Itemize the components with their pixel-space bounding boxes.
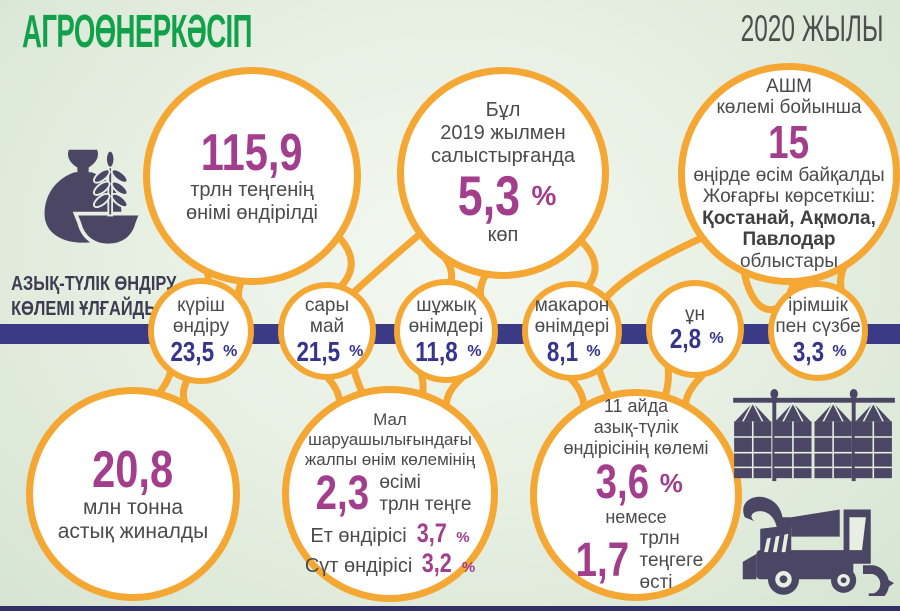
sausage-label2: өнімдері	[408, 316, 484, 337]
regions-line4: Жоғарғы көрсеткіш:	[702, 186, 876, 208]
cheese-label2: пен сүзбе	[775, 316, 861, 337]
bubble-growth-vs-2019: Бұл 2019 жылмен салыстырғанда 5,3 % көп	[397, 67, 609, 279]
growth-caption: көп	[487, 224, 519, 247]
bubble-cheese: ірімшік пен сүзбе 3,3%	[768, 281, 868, 381]
meat-unit: %	[456, 529, 470, 547]
livestock-value-row: 2,3 өсімі трлн теңге	[309, 467, 472, 521]
footer-bar	[0, 606, 900, 611]
left-label-line1: АЗЫҚ-ТҮЛІК ӨНДІРУ	[11, 273, 177, 295]
regions-line2: көлемі бойынша	[716, 97, 862, 119]
grain-line1: млн тонна	[82, 495, 184, 519]
year-label: 2020 ЖЫЛЫ	[741, 8, 884, 49]
rice-unit: %	[223, 342, 238, 360]
bubble-total-production: 115,9 трлн теңгенің өнімі өндірілді	[143, 67, 361, 285]
milk-unit: %	[461, 559, 476, 577]
flour-label1: ұн	[685, 303, 705, 325]
page-title: АГРОӨНЕРКӘСІП	[22, 5, 252, 57]
butter-unit: %	[349, 342, 364, 360]
food-line2: азық-түлік	[593, 417, 679, 438]
sausage-label1: шұжық	[416, 295, 476, 317]
meat-production-row: Ет өндірісі 3,7 %	[310, 520, 469, 548]
growth-line3: салыстырғанда	[430, 145, 576, 167]
milk-label: Сүт өндірісі	[304, 555, 413, 578]
growth-value-row: 5,3 %	[450, 164, 557, 228]
production-line1: трлн теңгенің	[190, 178, 314, 201]
livestock-line2: шаруашылығындағы	[308, 429, 472, 449]
flour-unit: %	[709, 330, 724, 348]
food-supply-icon	[22, 136, 144, 253]
food-line3: өндірісінің көлемі	[563, 437, 709, 458]
bubble-grain-harvest: 20,8 млн тонна астық жиналды	[26, 387, 240, 601]
sausage-value: 11,8	[415, 335, 459, 367]
bubble-livestock: Мал шаруашылығындағы жалпы өнім көлеміні…	[282, 386, 498, 602]
livestock-value-label: трлн теңге	[379, 494, 472, 516]
food-v2line2: теңгеге	[639, 549, 704, 571]
regions-value: 15	[768, 115, 810, 168]
food-line1: 11 айда	[603, 396, 669, 417]
bubble-sausage: шұжық өнімдері 11,8%	[394, 279, 498, 383]
pasta-unit: %	[586, 342, 601, 360]
butter-value: 21,5	[296, 335, 340, 367]
regions-bold1: Қостанай, Ақмола,	[702, 207, 876, 229]
food-unit1: %	[659, 467, 683, 498]
production-value: 115,9	[201, 123, 303, 182]
rice-label2: өндіру	[172, 316, 230, 337]
livestock-value: 2,3	[315, 467, 369, 521]
pasta-label1: макарон	[534, 295, 610, 317]
pasta-value: 8,1	[547, 335, 579, 367]
pasta-label2: өнімдері	[534, 316, 610, 337]
cheese-value: 3,3	[793, 335, 825, 367]
food-v2line3: өсті	[639, 571, 673, 593]
rice-value: 23,5	[170, 335, 214, 367]
cheese-label1: ірімшік	[788, 295, 848, 317]
bubble-food-production: 11 айда азық-түлік өндірісінің көлемі 3,…	[530, 389, 742, 601]
food-value1-row: 3,6 %	[589, 455, 683, 509]
livestock-line1: Мал	[373, 409, 407, 429]
regions-line3: өңірде өсім байқалды	[693, 164, 885, 186]
growth-value: 5,3	[457, 164, 520, 228]
production-line2: өнімі өндірілді	[186, 202, 318, 224]
food-value2-row: 1,7 трлн теңгеге өсті	[569, 528, 703, 594]
bubble-regions-growth: АШМ көлемі бойынша 15 өңірде өсім байқал…	[678, 63, 900, 285]
food-value2: 1,7	[575, 533, 629, 587]
milk-production-row: Сүт өндірісі 3,2 %	[305, 550, 475, 578]
bubble-flour: ұн 2,8%	[646, 280, 744, 378]
grain-line2: астық жиналды	[57, 520, 209, 543]
regions-line5: облыстары	[739, 250, 839, 272]
regions-line1: АШМ	[766, 75, 812, 97]
left-panel-label: АЗЫҚ-ТҮЛІК ӨНДІРУ КӨЛЕМІ ҰЛҒАЙДЫ:	[11, 272, 177, 322]
rice-label1: күріш	[177, 295, 225, 317]
combine-harvester-icon	[735, 484, 895, 603]
butter-label2: май	[309, 316, 345, 337]
meat-value: 3,7	[416, 518, 447, 549]
grain-value: 20,8	[92, 440, 174, 499]
bubble-rice: күріш өндіру 23,5%	[148, 278, 254, 384]
regions-bold2: Павлодар	[742, 229, 836, 251]
sausage-unit: %	[467, 342, 482, 360]
food-line4: немесе	[605, 506, 667, 527]
flour-value: 2,8	[670, 323, 702, 355]
growth-line2: 2019 жылмен	[440, 121, 566, 144]
butter-label1: сары	[304, 295, 350, 317]
livestock-line4: өсімі	[379, 471, 421, 493]
food-value1: 3,6	[595, 455, 650, 509]
bubble-pasta: макарон өнімдері 8,1%	[522, 281, 622, 381]
milk-value: 3,2	[422, 548, 453, 579]
livestock-line3: жалпы өнім көлемінің	[304, 450, 476, 470]
food-v2line1: трлн	[639, 527, 680, 549]
bubble-butter: сары май 21,5%	[278, 282, 376, 380]
growth-line1: Бұл	[485, 98, 521, 121]
left-label-line2: КӨЛЕМІ ҰЛҒАЙДЫ:	[11, 298, 166, 320]
meat-label: Ет өндірісі	[310, 525, 407, 548]
growth-unit: %	[531, 180, 557, 212]
grain-silos-icon	[733, 388, 895, 491]
cheese-unit: %	[832, 342, 847, 360]
